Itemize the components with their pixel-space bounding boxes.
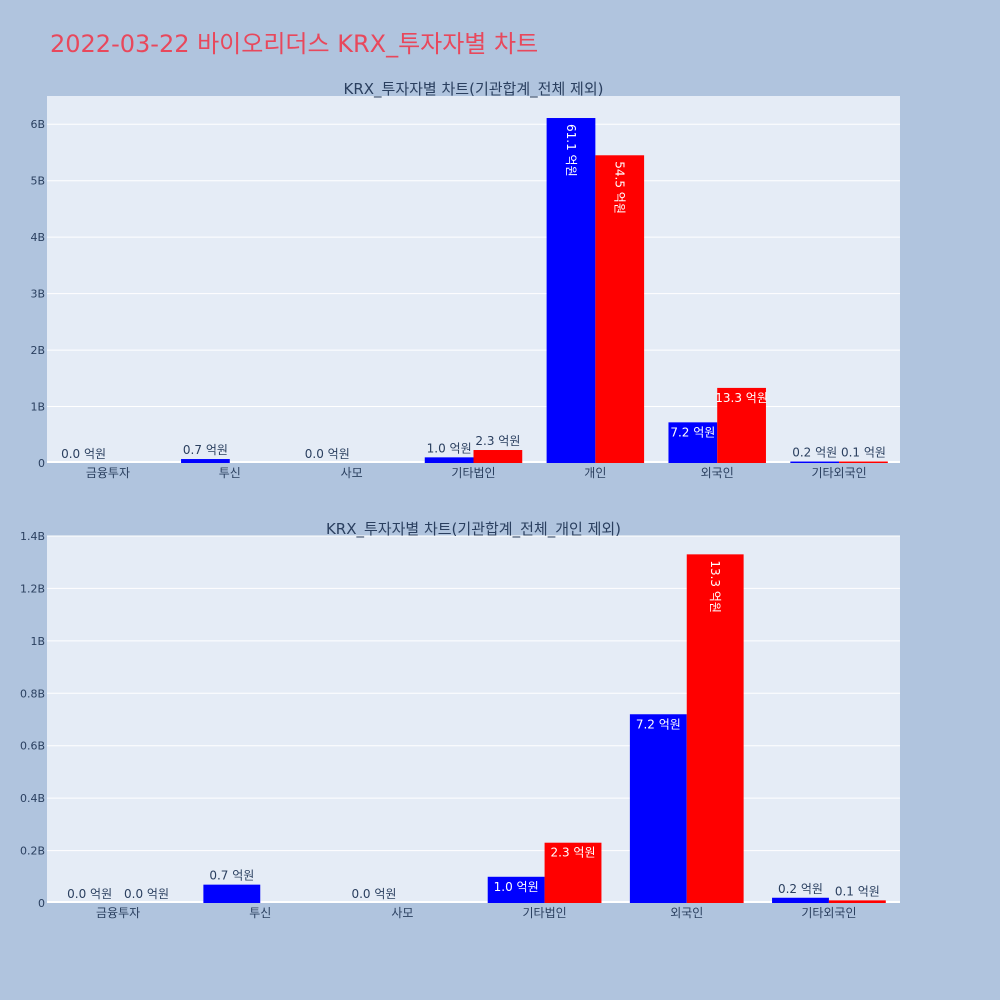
data-label: 0.2 억원 (792, 446, 837, 460)
y-tick-label: 6B (30, 118, 45, 131)
data-label: 7.2 억원 (670, 425, 715, 439)
data-label: 13.3 억원 (708, 560, 722, 613)
x-tick-label: 사모 (341, 466, 363, 480)
sell-bar (473, 450, 523, 463)
x-tick-label: 투신 (219, 466, 241, 480)
chart-2: 0 0.2B 0.4B 0.6B 0.8B 1B 1.2B 1.4B KRX_투자자별 차트(기… (20, 520, 900, 920)
buy-bar (487, 876, 545, 903)
data-label: 0.0 억원 (351, 887, 396, 901)
data-label: 0.1 억원 (841, 446, 886, 460)
x-tick-label: 기타외국인 (801, 906, 856, 920)
x-tick-label: 기타법인 (451, 466, 495, 480)
buy-bar (181, 459, 230, 463)
x-tick-label: 금융투자 (96, 906, 140, 920)
y-tick-label: 0.6B (20, 740, 45, 753)
plot-area (47, 96, 900, 463)
y-tick-label: 0 (38, 897, 45, 910)
data-label: 0.7 억원 (183, 443, 228, 457)
x-tick-label: 외국인 (670, 906, 703, 920)
y-tick-label: 0 (38, 457, 45, 470)
data-label: 0.2 억원 (778, 882, 823, 896)
plot-area (47, 536, 900, 903)
chart-title: KRX_투자자별 차트(기관합계_전체_개인 제외) (326, 520, 621, 539)
data-label: 0.0 억원 (124, 887, 169, 901)
sell-bar (595, 155, 645, 464)
data-label: 0.0 억원 (305, 447, 350, 461)
data-label: 0.1 억원 (835, 884, 880, 898)
x-tick-label: 사모 (391, 906, 413, 920)
y-tick-label: 1B (30, 635, 45, 648)
buy-bar (203, 884, 261, 903)
y-tick-label: 3B (30, 288, 45, 301)
x-tick-label: 금융투자 (86, 466, 130, 480)
chart-1: 0 1B 2B 3B 4B 5B 6B KRX_투자자별 차트(기관합계_전체 제외) 금융투자… (30, 80, 900, 480)
data-label: 0.0 억원 (61, 447, 106, 461)
sell-bar (686, 554, 744, 903)
y-tick-label: 2B (30, 344, 45, 357)
x-tick-label: 기타법인 (522, 906, 566, 920)
data-label: 2.3 억원 (475, 434, 520, 448)
data-label: 0.7 억원 (209, 869, 254, 883)
data-label: 7.2 억원 (636, 717, 681, 731)
data-label: 0.0 억원 (67, 887, 112, 901)
x-tick-label: 투신 (249, 906, 271, 920)
buy-bar (790, 461, 840, 463)
buy-bar (668, 422, 718, 463)
y-tick-label: 0.8B (20, 687, 45, 700)
sell-bar (828, 900, 886, 903)
sell-bar (717, 387, 766, 463)
y-tick-label: 1B (30, 401, 45, 414)
x-tick-label: 개인 (584, 466, 606, 480)
sell-bar (544, 842, 602, 903)
data-label: 1.0 억원 (494, 880, 539, 894)
data-label: 1.0 억원 (427, 441, 472, 455)
buy-bar (546, 118, 596, 464)
x-tick-label: 기타외국인 (811, 466, 866, 480)
y-tick-label: 0.2B (20, 845, 45, 858)
buy-bar (772, 897, 829, 903)
y-tick-label: 5B (30, 175, 45, 188)
x-tick-label: 외국인 (701, 466, 734, 480)
buy-bar (424, 457, 474, 463)
data-label: 13.3 억원 (715, 391, 768, 405)
y-tick-label: 0.4B (20, 792, 45, 805)
page-title: 2022-03-22 바이오리더스 KRX_투자자별 차트 (50, 30, 539, 58)
chart-title: KRX_투자자별 차트(기관합계_전체 제외) (344, 80, 604, 99)
data-label: 61.1 억원 (564, 124, 578, 177)
sell-bar (839, 461, 888, 463)
y-tick-label: 1.2B (20, 582, 45, 595)
y-tick-label: 4B (30, 231, 45, 244)
y-tick-label: 1.4B (20, 530, 45, 543)
data-label: 54.5 억원 (613, 161, 627, 214)
data-label: 2.3 억원 (551, 846, 596, 860)
buy-bar (629, 714, 687, 903)
